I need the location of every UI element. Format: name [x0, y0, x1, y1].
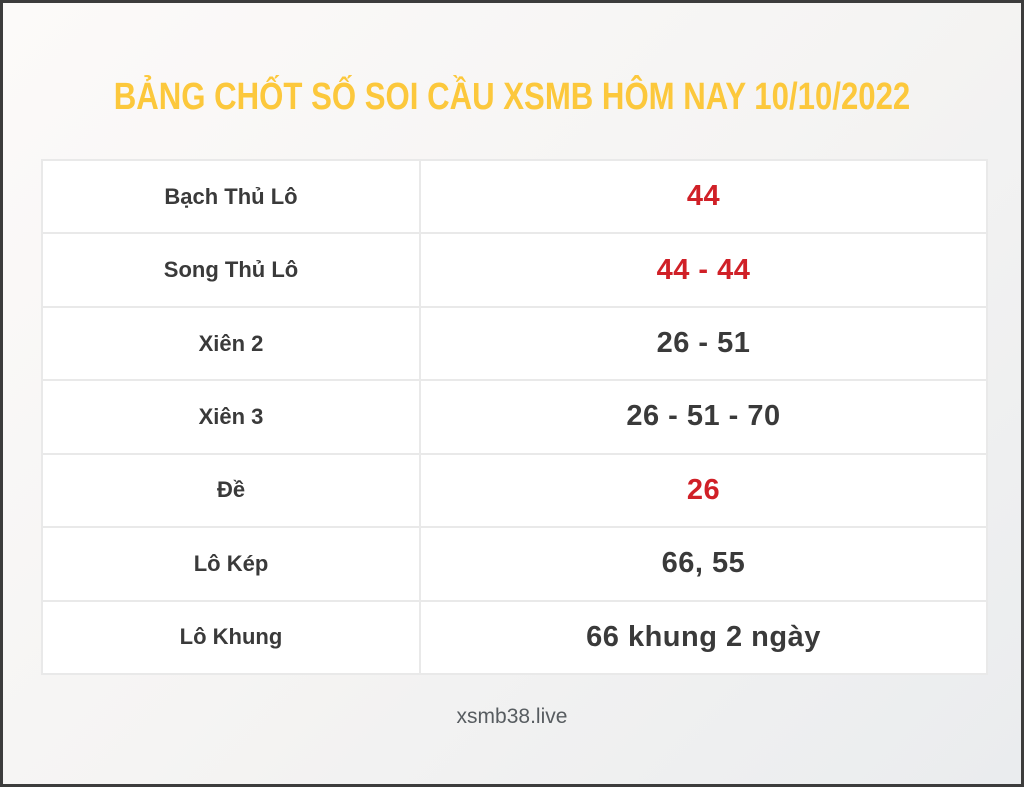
page-title: BẢNG CHỐT SỐ SOI CẦU XSMB HÔM NAY 10/10/… [113, 76, 911, 118]
table-row: Lô Khung 66 khung 2 ngày [41, 599, 988, 676]
row-label: Lô Kép [41, 526, 421, 602]
row-value: 26 - 51 [419, 305, 988, 382]
row-label: Song Thủ Lô [41, 232, 421, 308]
table-row: Bạch Thủ Lô 44 [41, 158, 988, 235]
row-label: Lô Khung [41, 599, 421, 676]
row-label: Xiên 2 [41, 305, 421, 382]
table-row: Song Thủ Lô 44 - 44 [41, 232, 988, 308]
prediction-table-body: Bạch Thủ Lô 44 Song Thủ Lô 44 - 44 Xiên … [41, 158, 988, 676]
row-value: 26 - 51 - 70 [419, 379, 988, 455]
row-value: 66, 55 [419, 526, 988, 602]
prediction-table: Bạch Thủ Lô 44 Song Thủ Lô 44 - 44 Xiên … [41, 158, 988, 676]
row-value: 26 [419, 452, 988, 529]
row-value: 44 [419, 158, 988, 235]
row-value: 44 - 44 [419, 232, 988, 308]
row-label: Đề [41, 452, 421, 529]
row-label: Bạch Thủ Lô [41, 158, 421, 235]
table-row: Xiên 2 26 - 51 [41, 305, 988, 382]
table-row: Xiên 3 26 - 51 - 70 [41, 379, 988, 455]
table-row: Đề 26 [41, 452, 988, 529]
row-value: 66 khung 2 ngày [419, 599, 988, 676]
site-footer-watermark: xsmb38.live [456, 705, 568, 728]
table-row: Lô Kép 66, 55 [41, 526, 988, 602]
row-label: Xiên 3 [41, 379, 421, 455]
